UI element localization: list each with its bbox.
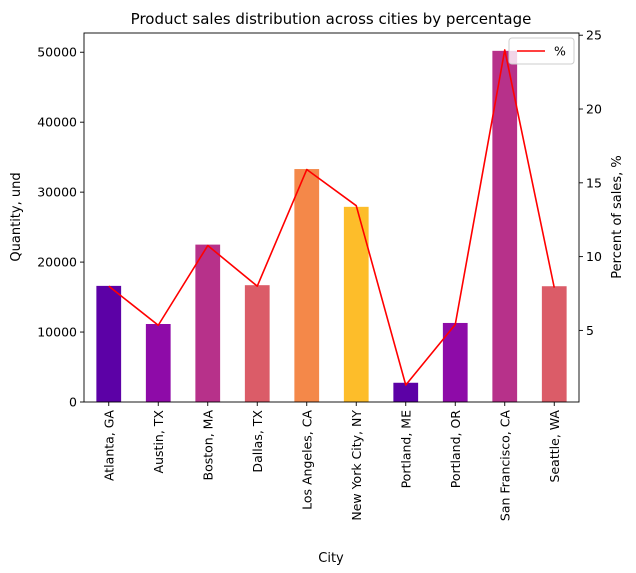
bar [343,206,369,402]
x-tick-label: Los Angeles, CA [299,410,314,510]
y2-tick-label: 5 [586,323,594,338]
plot-frame [83,32,580,403]
bar [294,169,320,402]
bar [195,244,221,402]
y-tick-label: 10000 [37,325,77,340]
y-tick-label: 20000 [37,255,77,270]
bar [244,285,270,402]
x-tick-label: Seattle, WA [547,410,562,483]
chart-title: Product sales distribution across cities… [131,10,532,28]
y-axis-label: Quantity, und [9,172,24,261]
bar [492,50,518,402]
x-axis-label: City [318,551,344,566]
legend-label: % [554,44,566,59]
line-series [108,49,556,386]
y2-tick-label: 20 [586,102,602,117]
y2-tick-label: 25 [586,28,602,43]
x-tick-label: San Francisco, CA [497,410,512,522]
bar [145,324,171,402]
y-tick-label: 0 [69,395,77,410]
x-tick-label: Portland, ME [398,410,413,489]
plot-area: 0 10000 20000 30000 40000 50000 5 10 15 20 25 Atlan… [37,28,602,521]
bar [442,322,468,402]
y2-tick-label: 10 [586,249,602,264]
bar [393,382,419,402]
x-tick-label: New York City, NY [349,410,364,521]
y-tick-label: 40000 [37,115,77,130]
x-tick-label: Boston, MA [200,410,215,481]
x-tick-label: Atlanta, GA [101,410,116,481]
x-tick-label: Dallas, TX [250,410,265,473]
y2-tick-label: 15 [586,175,602,190]
y-tick-label: 50000 [37,45,77,60]
bar [96,285,122,402]
y2-axis-label: Percent of sales, % [610,155,625,278]
y-tick-label: 30000 [37,185,77,200]
x-tick-label: Portland, OR [448,410,463,489]
x-tick-label: Austin, TX [151,410,166,474]
bar [541,286,567,402]
